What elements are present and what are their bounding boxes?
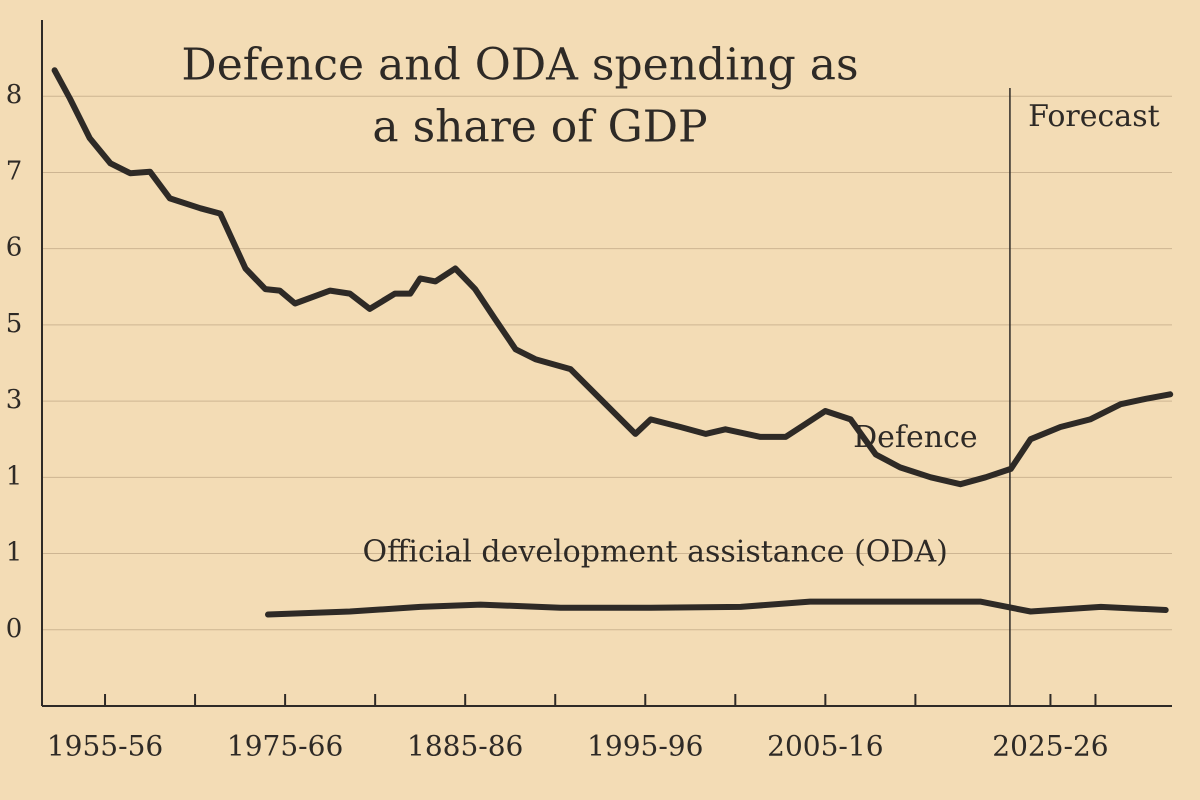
forecast-label: Forecast [1028, 99, 1159, 134]
x-tick-label: 1885-86 [407, 730, 523, 763]
x-tick-label: 2005-16 [767, 730, 883, 763]
y-tick-label: 1 [6, 461, 23, 491]
chart-title: a share of GDP [372, 102, 707, 153]
x-tick-label: 1955-56 [47, 730, 163, 763]
x-tick-label: 2025-26 [992, 730, 1108, 763]
y-tick-label: 5 [6, 309, 23, 339]
series-line [265, 598, 1169, 618]
y-tick-label: 7 [6, 156, 23, 186]
x-tick-label: 1975-66 [227, 730, 343, 763]
y-tick-label: 8 [6, 80, 23, 110]
series-label: Official development assistance (ODA) [363, 535, 948, 570]
x-tick-label: 1995-96 [587, 730, 703, 763]
y-tick-label: 6 [6, 233, 23, 263]
y-tick-label: 0 [6, 614, 23, 644]
series-label: Defence [853, 420, 978, 455]
series-line [51, 67, 1174, 488]
y-tick-label: 1 [6, 538, 23, 568]
y-tick-label: 3 [6, 385, 23, 415]
chart-title: Defence and ODA spending as [181, 40, 858, 91]
